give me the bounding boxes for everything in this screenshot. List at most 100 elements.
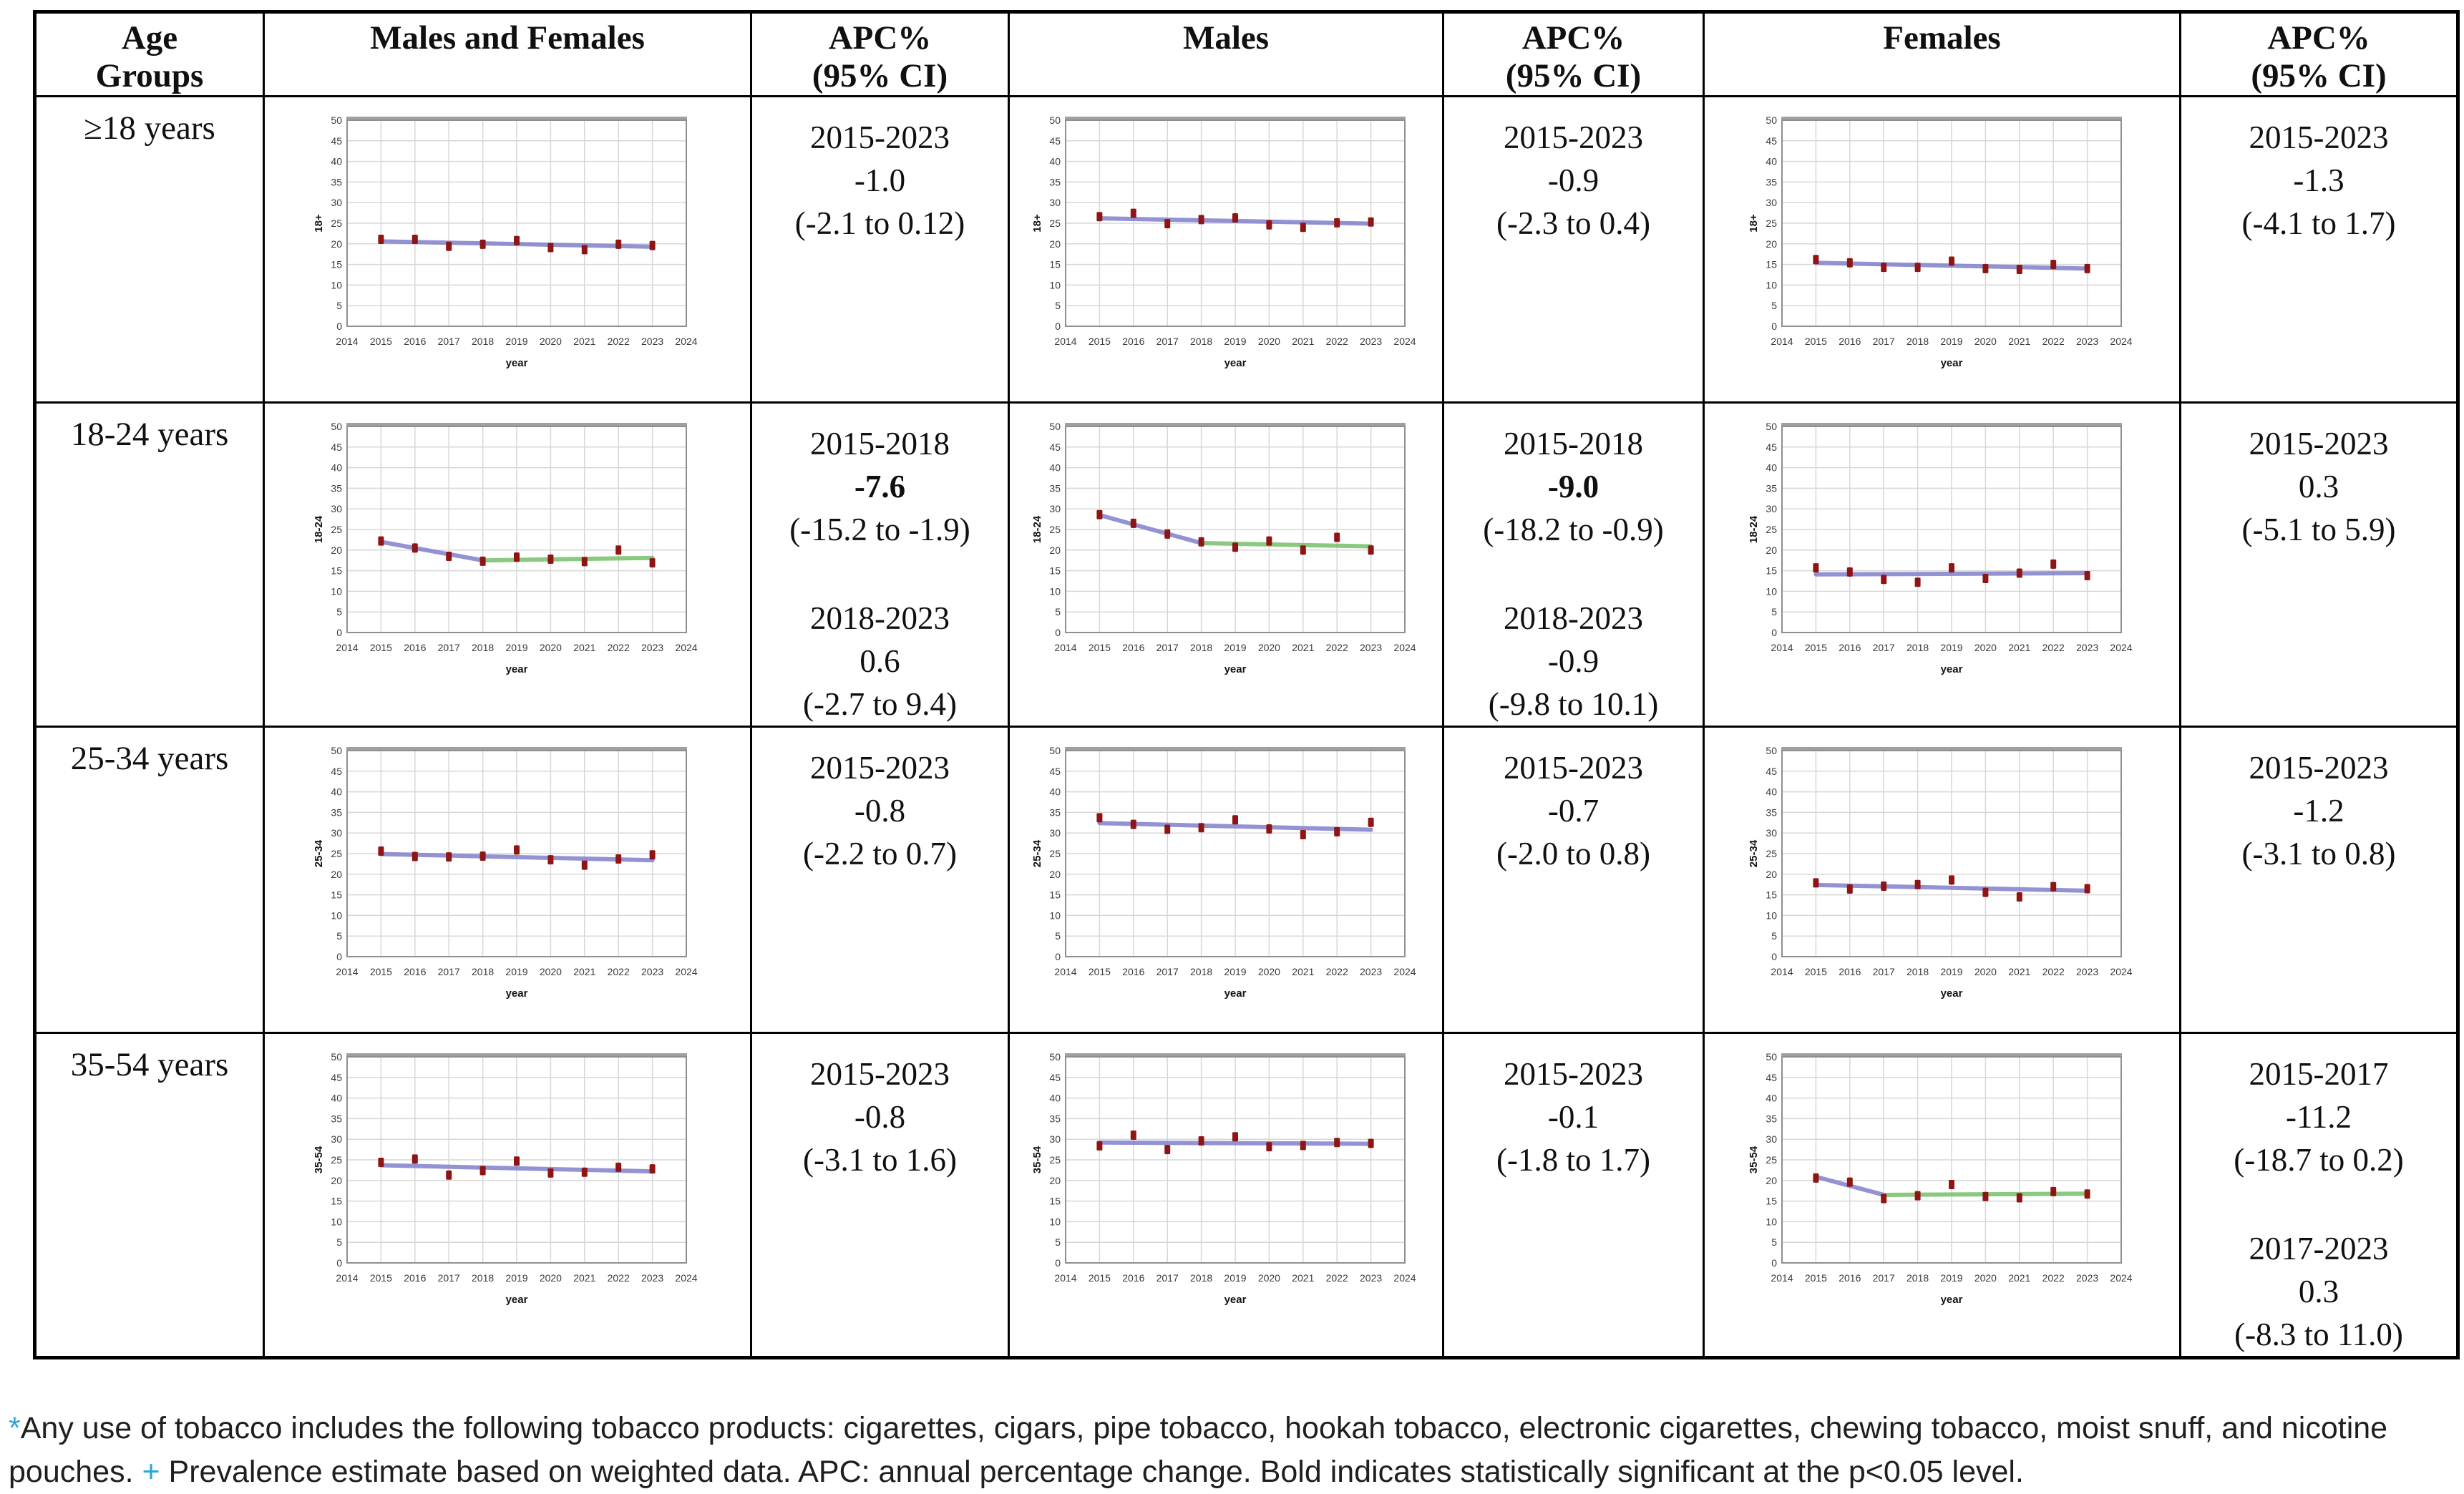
svg-text:2016: 2016: [1122, 1272, 1144, 1284]
svg-text:2019: 2019: [1224, 1272, 1246, 1284]
svg-text:35: 35: [1766, 482, 1777, 494]
svg-text:18+: 18+: [1748, 214, 1760, 233]
apc-cell: 2015-2023 -0.8 (-2.2 to 0.7): [750, 726, 1010, 1034]
svg-text:2023: 2023: [1360, 966, 1382, 977]
svg-text:2023: 2023: [641, 1272, 663, 1284]
age-group-label: 25-34 years: [34, 726, 265, 1034]
svg-text:2020: 2020: [1258, 966, 1280, 977]
svg-text:2021: 2021: [2008, 642, 2030, 653]
svg-text:2014: 2014: [1054, 966, 1076, 977]
svg-text:year: year: [1224, 357, 1247, 369]
svg-text:2016: 2016: [1839, 336, 1861, 347]
chart-cell-females: 0 5 10 15 20 25 30 35 40 45 50 2014 2015 2016 2017 2018…: [1703, 401, 2181, 728]
joinpoint-chart-svg: 0 5 10 15 20 25 30 35 40 45 50 2014 2015 2016 2017 2018…: [1031, 1051, 1416, 1306]
svg-text:20: 20: [331, 869, 342, 880]
svg-text:2018: 2018: [1190, 642, 1212, 653]
joinpoint-chart: 0 5 10 15 20 25 30 35 40 45 50 2014 2015 2016 2017 2018…: [1746, 742, 2138, 1007]
svg-text:2019: 2019: [505, 336, 527, 347]
svg-text:2014: 2014: [336, 336, 358, 347]
svg-text:2021: 2021: [573, 1272, 595, 1284]
svg-text:2023: 2023: [2076, 336, 2098, 347]
chart-cell-males: 0 5 10 15 20 25 30 35 40 45 50 2014 2015 2016 2017 2018…: [1008, 95, 1444, 404]
chart-cell-males: 0 5 10 15 20 25 30 35 40 45 50 2014 2015 2016 2017 2018…: [1008, 726, 1444, 1034]
apc-cell: 2015-2018 -9.0 (-18.2 to -0.9) 2018-2023…: [1442, 401, 1705, 728]
svg-text:20: 20: [1766, 545, 1777, 556]
svg-text:2023: 2023: [2076, 1272, 2098, 1284]
svg-text:35-54: 35-54: [1031, 1146, 1043, 1173]
svg-text:35: 35: [1049, 806, 1061, 818]
joinpoint-chart: 0 5 10 15 20 25 30 35 40 45 50 2014 2015 2016 2017 2018…: [1030, 742, 1422, 1007]
chart-cell-females: 0 5 10 15 20 25 30 35 40 45 50 2014 2015 2016 2017 2018…: [1703, 1032, 2181, 1359]
svg-text:25: 25: [1766, 524, 1777, 535]
svg-text:2020: 2020: [1974, 966, 1996, 977]
svg-text:10: 10: [1049, 585, 1061, 597]
svg-text:15: 15: [1766, 889, 1777, 901]
table-row-25-34: 25-34 years 0 5 10 15 20 25 30 35 40 45 50 2014 2015…: [34, 726, 2459, 1034]
footnote-asterisk: *: [9, 1411, 21, 1445]
svg-text:2022: 2022: [1326, 1272, 1348, 1284]
svg-text:20: 20: [331, 1175, 342, 1186]
joinpoint-chart: 0 5 10 15 20 25 30 35 40 45 50 2014 2015 2016 2017 2018…: [311, 1048, 703, 1314]
svg-text:2015: 2015: [1804, 1272, 1826, 1284]
svg-text:18-24: 18-24: [1031, 515, 1043, 543]
svg-text:2018: 2018: [1907, 336, 1929, 347]
svg-text:40: 40: [331, 786, 342, 798]
svg-text:2014: 2014: [1771, 1272, 1793, 1284]
svg-text:2018: 2018: [472, 1272, 494, 1284]
svg-text:50: 50: [331, 745, 342, 756]
svg-text:2015: 2015: [370, 966, 392, 977]
svg-text:2020: 2020: [1974, 642, 1996, 653]
svg-text:0: 0: [1771, 1257, 1777, 1269]
chart-cell-males: 0 5 10 15 20 25 30 35 40 45 50 2014 2015 2016 2017 2018…: [1008, 401, 1444, 728]
svg-text:15: 15: [331, 565, 342, 577]
header-age-groups: Age Groups: [34, 11, 265, 97]
svg-text:year: year: [506, 357, 528, 369]
apc-segment: 2015-2018 -9.0 (-18.2 to -0.9): [1483, 426, 1664, 547]
svg-text:25: 25: [1049, 1154, 1061, 1166]
svg-text:5: 5: [1771, 1236, 1777, 1248]
svg-text:2019: 2019: [1940, 642, 1962, 653]
svg-text:2014: 2014: [336, 1272, 358, 1284]
svg-text:2022: 2022: [2042, 1272, 2064, 1284]
svg-text:2023: 2023: [2076, 966, 2098, 977]
svg-text:2017: 2017: [438, 966, 460, 977]
svg-text:2015: 2015: [1089, 642, 1111, 653]
apc-segment: 2018-2023 0.6 (-2.7 to 9.4): [803, 600, 957, 722]
svg-text:25: 25: [1049, 524, 1061, 535]
footnote-text-1: Any use of tobacco includes the followin…: [9, 1411, 2388, 1490]
svg-text:35: 35: [1049, 176, 1061, 187]
svg-text:2021: 2021: [1292, 1272, 1314, 1284]
svg-text:2020: 2020: [540, 1272, 562, 1284]
svg-text:15: 15: [331, 259, 342, 270]
svg-text:2014: 2014: [336, 642, 358, 653]
joinpoint-chart-svg: 0 5 10 15 20 25 30 35 40 45 50 2014 2015 2016 2017 2018…: [1748, 421, 2133, 675]
svg-text:5: 5: [1771, 606, 1777, 617]
joinpoint-chart: 0 5 10 15 20 25 30 35 40 45 50 2014 2015 2016 2017 2018…: [1746, 418, 2138, 683]
svg-text:2014: 2014: [1054, 642, 1076, 653]
svg-text:2023: 2023: [1360, 642, 1382, 653]
svg-text:2018: 2018: [1190, 336, 1212, 347]
svg-text:2020: 2020: [540, 966, 562, 977]
table-row-18-24: 18-24 years 0 5 10 15 20 25 30 35 40 45 50 2014 2015…: [34, 401, 2459, 728]
svg-text:35: 35: [1766, 1113, 1777, 1124]
svg-text:20: 20: [1049, 1175, 1061, 1186]
svg-text:18-24: 18-24: [1748, 515, 1760, 543]
svg-text:2016: 2016: [404, 966, 426, 977]
svg-text:0: 0: [336, 627, 342, 638]
svg-text:10: 10: [1766, 909, 1777, 921]
joinpoint-chart-svg: 0 5 10 15 20 25 30 35 40 45 50 2014 2015 2016 2017 2018…: [313, 421, 698, 675]
svg-text:5: 5: [1055, 300, 1061, 311]
svg-text:20: 20: [331, 238, 342, 250]
svg-text:15: 15: [1049, 565, 1061, 577]
svg-text:2021: 2021: [2008, 1272, 2030, 1284]
svg-text:2016: 2016: [404, 336, 426, 347]
svg-text:0: 0: [1771, 321, 1777, 332]
apc-segment: 2015-2017 -11.2 (-18.7 to 0.2): [2234, 1056, 2404, 1178]
svg-text:25-34: 25-34: [313, 839, 325, 867]
svg-text:30: 30: [331, 197, 342, 208]
svg-text:45: 45: [1766, 1072, 1777, 1083]
svg-text:0: 0: [1055, 1257, 1061, 1269]
svg-text:30: 30: [1049, 827, 1061, 839]
svg-text:0: 0: [1055, 951, 1061, 962]
svg-text:2019: 2019: [1224, 642, 1246, 653]
